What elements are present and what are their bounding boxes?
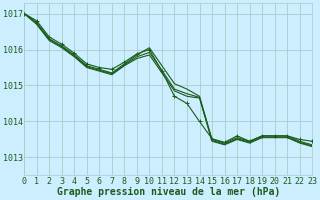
X-axis label: Graphe pression niveau de la mer (hPa): Graphe pression niveau de la mer (hPa) — [57, 187, 280, 197]
